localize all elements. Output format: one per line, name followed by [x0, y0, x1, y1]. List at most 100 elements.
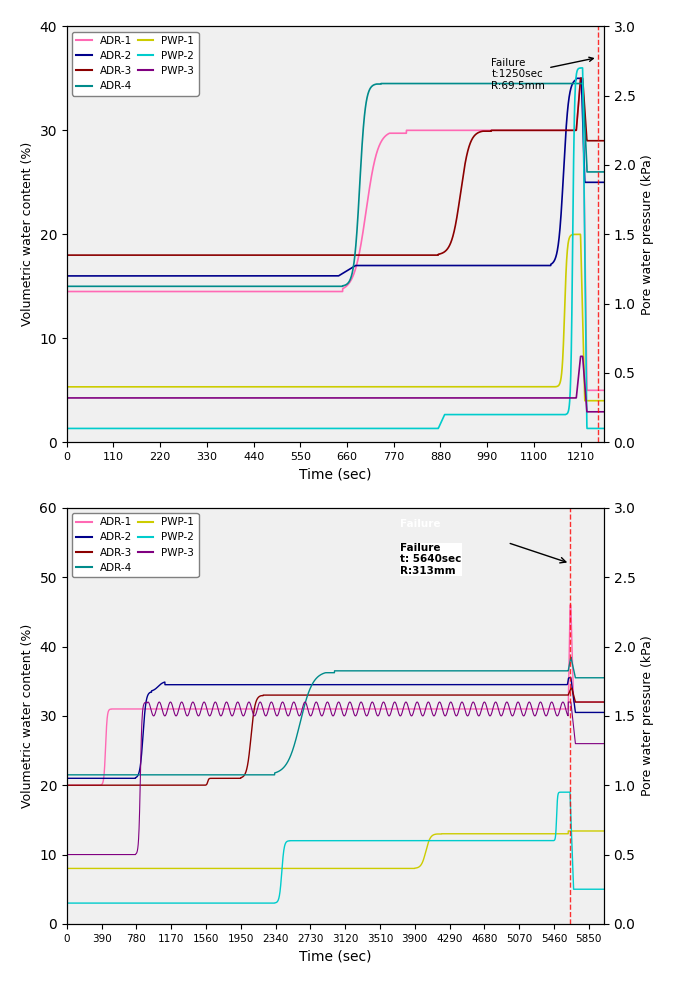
Line: PWP-1: PWP-1	[67, 234, 604, 400]
PWP-2	[381, 834, 389, 846]
ADR-1	[90, 779, 98, 791]
ADR-2	[292, 270, 300, 281]
PWP-1	[63, 381, 71, 393]
PWP-3	[381, 698, 389, 709]
ADR-3	[156, 249, 164, 261]
PWP-2	[63, 897, 71, 909]
ADR-4	[63, 769, 71, 780]
PWP-3	[576, 350, 585, 362]
ADR-1	[257, 703, 265, 714]
PWP-2	[557, 786, 565, 798]
ADR-3	[269, 249, 277, 261]
ADR-2	[600, 707, 608, 718]
PWP-3	[531, 392, 539, 403]
PWP-3	[63, 392, 71, 403]
ADR-4	[90, 769, 98, 780]
PWP-1	[404, 863, 412, 875]
ADR-3	[531, 124, 539, 136]
PWP-1	[600, 826, 608, 837]
PWP-1	[292, 381, 300, 393]
ADR-2	[531, 260, 539, 272]
ADR-2	[257, 679, 265, 691]
PWP-3	[90, 848, 98, 860]
ADR-4	[381, 665, 389, 677]
ADR-1	[461, 703, 469, 714]
Line: PWP-3: PWP-3	[67, 356, 604, 411]
PWP-2	[600, 422, 608, 434]
ADR-1	[381, 703, 389, 714]
ADR-4	[156, 280, 164, 292]
Line: ADR-1: ADR-1	[67, 79, 604, 391]
PWP-1	[269, 381, 277, 393]
ADR-2	[269, 270, 277, 281]
ADR-3	[589, 135, 597, 147]
Y-axis label: Pore water pressure (kPa): Pore water pressure (kPa)	[641, 636, 654, 796]
PWP-3	[156, 392, 164, 403]
PWP-2	[600, 884, 608, 895]
ADR-3	[63, 249, 71, 261]
PWP-2	[269, 422, 277, 434]
PWP-3	[583, 405, 591, 417]
ADR-2	[156, 270, 164, 281]
ADR-2	[63, 772, 71, 784]
Line: PWP-3: PWP-3	[67, 702, 604, 854]
PWP-2	[589, 422, 597, 434]
PWP-1	[600, 395, 608, 406]
PWP-3	[269, 392, 277, 403]
Legend: ADR-1, ADR-2, ADR-3, ADR-4, PWP-1, PWP-2, PWP-3: ADR-1, ADR-2, ADR-3, ADR-4, PWP-1, PWP-2…	[72, 31, 198, 95]
PWP-3	[600, 738, 608, 750]
ADR-1	[583, 385, 591, 397]
PWP-2	[531, 408, 539, 420]
PWP-3	[257, 698, 265, 709]
Y-axis label: Volumetric water content (%): Volumetric water content (%)	[21, 624, 34, 808]
ADR-2	[489, 679, 497, 691]
PWP-1	[489, 828, 497, 839]
ADR-1	[124, 285, 132, 297]
Line: ADR-2: ADR-2	[67, 678, 604, 778]
PWP-3	[590, 405, 598, 417]
Line: ADR-3: ADR-3	[67, 79, 604, 255]
ADR-3	[124, 249, 132, 261]
ADR-1	[600, 385, 608, 397]
ADR-2	[600, 176, 608, 188]
ADR-4	[269, 280, 277, 292]
PWP-3	[404, 701, 412, 712]
ADR-3	[63, 779, 71, 791]
ADR-1	[576, 73, 585, 85]
PWP-3	[292, 392, 300, 403]
PWP-1	[564, 826, 572, 837]
ADR-2	[124, 270, 132, 281]
ADR-4	[377, 78, 385, 90]
ADR-3	[489, 689, 497, 701]
ADR-3	[600, 696, 608, 707]
Line: ADR-1: ADR-1	[67, 605, 604, 785]
ADR-1	[590, 385, 598, 397]
PWP-2	[90, 897, 98, 909]
PWP-2	[461, 834, 469, 846]
ADR-1	[292, 285, 300, 297]
PWP-2	[576, 62, 585, 74]
ADR-2	[566, 672, 574, 684]
Legend: ADR-1, ADR-2, ADR-3, ADR-4, PWP-1, PWP-2, PWP-3: ADR-1, ADR-2, ADR-3, ADR-4, PWP-1, PWP-2…	[72, 513, 198, 577]
Y-axis label: Volumetric water content (%): Volumetric water content (%)	[21, 143, 34, 327]
Y-axis label: Pore water pressure (kPa): Pore water pressure (kPa)	[641, 154, 654, 315]
PWP-1	[63, 863, 71, 875]
ADR-1	[566, 599, 574, 611]
Line: ADR-2: ADR-2	[67, 79, 604, 276]
ADR-3	[90, 779, 98, 791]
ADR-3	[292, 249, 300, 261]
ADR-4	[404, 665, 412, 677]
PWP-2	[292, 422, 300, 434]
Line: PWP-2: PWP-2	[67, 68, 604, 428]
ADR-3	[600, 135, 608, 147]
ADR-4	[489, 665, 497, 677]
ADR-3	[257, 690, 265, 702]
Line: ADR-4: ADR-4	[67, 657, 604, 774]
PWP-3	[461, 704, 469, 715]
ADR-3	[381, 689, 389, 701]
PWP-1	[124, 381, 132, 393]
ADR-2	[461, 679, 469, 691]
PWP-1	[572, 228, 580, 240]
ADR-4	[461, 665, 469, 677]
Text: Failure: Failure	[400, 519, 441, 528]
